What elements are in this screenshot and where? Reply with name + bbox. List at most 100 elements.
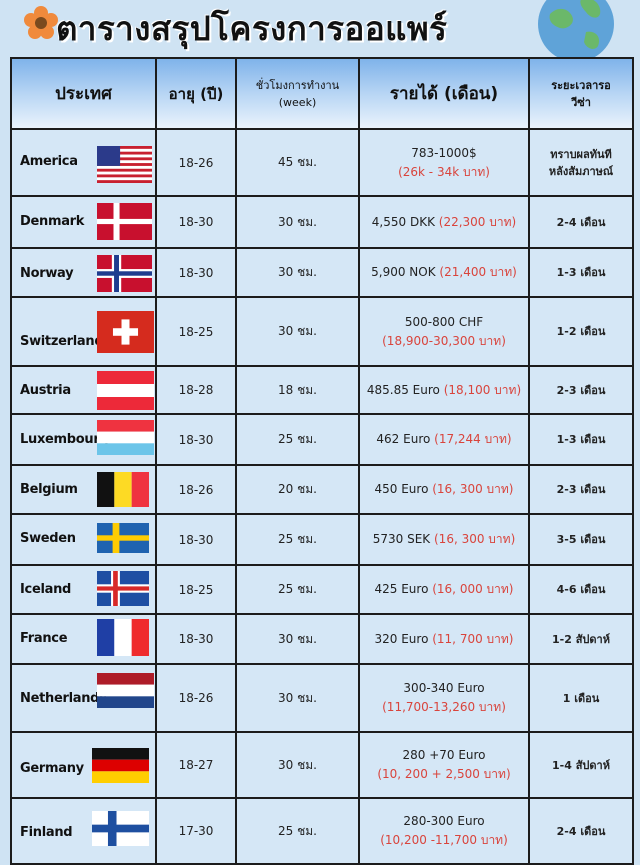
visa-cell: 4-6 เดือน bbox=[528, 564, 634, 615]
country-name: Netherlands bbox=[20, 691, 107, 706]
income-thb: (11, 700 บาท) bbox=[432, 631, 514, 646]
visa-cell: 1 เดือน bbox=[528, 663, 634, 733]
income-thb: (18,100 บาท) bbox=[443, 382, 522, 397]
table-row: France 18-30 30 ชม. 320 Euro (11, 700 บา… bbox=[10, 613, 634, 665]
income-thb: (16, 000 บาท) bbox=[432, 582, 514, 596]
hours-cell: 45 ชม. bbox=[235, 128, 360, 197]
country-name: Norway bbox=[20, 266, 74, 281]
income-cell-text: 4,550 DKK (22,300 บาท) bbox=[360, 213, 528, 232]
income-cell-text: 425 Euro (16, 000 บาท) bbox=[360, 580, 528, 599]
country-cell: Germany bbox=[10, 731, 157, 799]
country-cell: Luxembourg bbox=[10, 413, 157, 466]
income-thb: (18,900-30,300 บาท) bbox=[382, 333, 506, 348]
flower-icon bbox=[24, 6, 58, 39]
country-name: Switzerland bbox=[20, 334, 104, 349]
country-name: Germany bbox=[20, 761, 84, 776]
country-name: France bbox=[20, 631, 68, 646]
table-row: Iceland 18-25 25 ชม. 425 Euro (16, 000 บ… bbox=[10, 564, 634, 615]
visa-cell: 1-2 สัปดาห์ bbox=[528, 613, 634, 665]
finland-flag bbox=[92, 811, 149, 849]
visa-cell: 1-3 เดือน bbox=[528, 413, 634, 466]
country-name: America bbox=[20, 154, 78, 169]
country-cell: Belgium bbox=[10, 464, 157, 515]
age-range: 18-30 bbox=[178, 632, 214, 646]
income-thb: (26k - 34k บาท) bbox=[398, 164, 490, 179]
table-row: Luxembourg 18-30 25 ชม. 462 Euro (17,244… bbox=[10, 413, 634, 466]
header-income: รายได้ (เดือน) bbox=[358, 57, 530, 130]
income-cell: 280-300 Euro (10,200 -11,700 บาท) bbox=[358, 797, 530, 865]
country-name: Luxembourg bbox=[20, 432, 109, 447]
header-visa-line1: ระยะเวลารอ bbox=[551, 78, 611, 92]
income-cell-text: 462 Euro (17,244 บาท) bbox=[360, 430, 528, 449]
age-cell: 18-30 bbox=[155, 513, 237, 566]
age-cell: 18-26 bbox=[155, 663, 237, 733]
work-hours: 25 ชม. bbox=[278, 532, 317, 546]
income-cell-text: 5730 SEK (16, 300 บาท) bbox=[360, 530, 528, 549]
sweden-flag bbox=[97, 523, 149, 556]
visa-cell: 2-4 เดือน bbox=[528, 797, 634, 865]
age-range: 18-30 bbox=[178, 215, 214, 229]
income-amount: 500-800 CHF bbox=[404, 314, 484, 329]
hours-cell: 30 ชม. bbox=[235, 663, 360, 733]
country-cell: Netherlands bbox=[10, 663, 157, 733]
hours-cell: 25 ชม. bbox=[235, 513, 360, 566]
visa-wait: 1-4 สัปดาห์ bbox=[552, 758, 610, 772]
age-cell: 17-30 bbox=[155, 797, 237, 865]
table-row: Norway 18-30 30 ชม. 5,900 NOK (21,400 บา… bbox=[10, 247, 634, 298]
income-amount: 5730 SEK bbox=[372, 532, 434, 546]
income-amount: 425 Euro bbox=[374, 582, 433, 596]
age-range: 17-30 bbox=[178, 824, 214, 838]
visa-cell: ทราบผลทันที หลังสัมภาษณ์ bbox=[528, 128, 634, 197]
work-hours: 25 ชม. bbox=[278, 823, 317, 838]
header-hours: ชั่วโมงการทำงาน (week) bbox=[235, 57, 360, 130]
belgium-flag bbox=[97, 472, 149, 510]
income-thb: (22,300 บาท) bbox=[438, 214, 517, 229]
visa-wait: 2-3 เดือน bbox=[556, 383, 606, 397]
income-amount: 783-1000$ bbox=[411, 145, 477, 160]
hours-cell: 25 ชม. bbox=[235, 797, 360, 865]
austria-flag bbox=[97, 371, 154, 413]
table-row: Netherlands 18-26 30 ชม. 300-340 Euro (11… bbox=[10, 663, 634, 733]
age-cell: 18-25 bbox=[155, 296, 237, 367]
income-cell: 450 Euro (16, 300 บาท) bbox=[358, 464, 530, 515]
country-cell: Sweden bbox=[10, 513, 157, 566]
work-hours: 30 ชม. bbox=[278, 324, 317, 338]
income-amount: 280 +70 Euro bbox=[402, 748, 486, 762]
age-cell: 18-30 bbox=[155, 613, 237, 665]
work-hours: 20 ชม. bbox=[278, 482, 317, 496]
country-cell: Norway bbox=[10, 247, 157, 298]
income-amount: 300-340 Euro bbox=[403, 681, 485, 695]
country-name: Iceland bbox=[20, 582, 72, 597]
income-thb: (11,700-13,260 บาท) bbox=[382, 700, 506, 714]
table-row: Belgium 18-26 20 ชม. 450 Euro (16, 300 บ… bbox=[10, 464, 634, 515]
country-name: Denmark bbox=[20, 214, 85, 229]
age-range: 18-30 bbox=[178, 532, 214, 547]
income-thb: (16, 300 บาท) bbox=[434, 532, 516, 546]
table-row: Germany 18-27 30 ชม. 280 +70 Euro (10, 20… bbox=[10, 731, 634, 799]
norway-flag bbox=[97, 255, 152, 295]
age-range: 18-26 bbox=[178, 691, 214, 705]
work-hours: 25 ชม. bbox=[278, 582, 317, 596]
table-row: Switzerland 18-25 30 ชม. 500-800 CHF (18,… bbox=[10, 296, 634, 367]
visa-wait: 1 เดือน bbox=[562, 691, 600, 705]
visa-cell: 3-5 เดือน bbox=[528, 513, 634, 566]
visa-wait: 3-5 เดือน bbox=[556, 533, 606, 546]
work-hours: 18 ชม. bbox=[278, 382, 317, 397]
income-cell-text: 320 Euro (11, 700 บาท) bbox=[360, 630, 528, 649]
denmark-flag bbox=[97, 203, 152, 243]
hours-cell: 18 ชม. bbox=[235, 365, 360, 415]
header-age: อายุ (ปี) bbox=[155, 57, 237, 130]
work-hours: 30 ชม. bbox=[278, 631, 317, 646]
income-thb: (21,400 บาท) bbox=[439, 265, 517, 279]
header-visa-line2: วีซ่า bbox=[571, 95, 591, 109]
header-country: ประเทศ bbox=[10, 57, 157, 130]
visa-wait: 2-4 เดือน bbox=[556, 215, 606, 229]
income-thb: (10, 200 + 2,500 บาท) bbox=[377, 767, 511, 781]
country-cell: France bbox=[10, 613, 157, 665]
page-title: ตารางสรุปโครงการออแพร์ bbox=[56, 9, 448, 48]
hours-cell: 25 ชม. bbox=[235, 564, 360, 615]
visa-wait: 2-4 เดือน bbox=[556, 824, 606, 838]
visa-cell: 2-3 เดือน bbox=[528, 365, 634, 415]
visa-cell: 1-3 เดือน bbox=[528, 247, 634, 298]
country-cell: America bbox=[10, 128, 157, 197]
